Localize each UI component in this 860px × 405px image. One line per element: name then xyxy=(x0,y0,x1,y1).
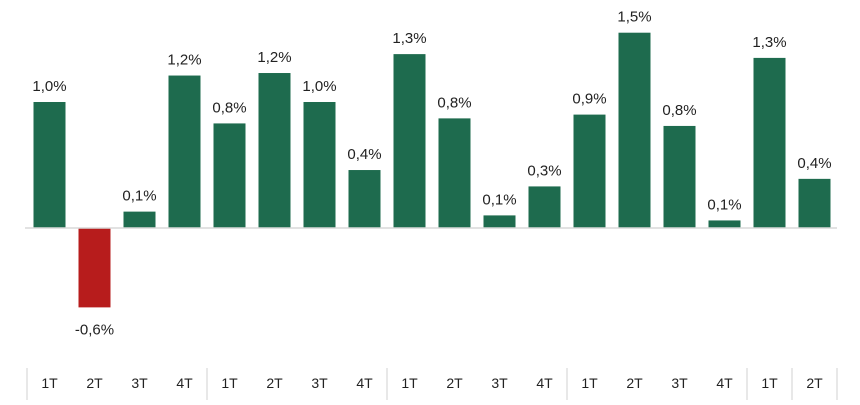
x-tick-label: 4T xyxy=(716,375,733,391)
bar xyxy=(213,123,246,228)
bar xyxy=(123,211,156,228)
bar xyxy=(258,73,291,229)
bar xyxy=(393,54,426,229)
data-label: -0,6% xyxy=(75,321,114,338)
bar xyxy=(438,118,471,228)
bar xyxy=(483,215,516,228)
x-tick-label: 2T xyxy=(626,375,643,391)
data-label: 1,3% xyxy=(752,34,786,51)
data-label: 0,1% xyxy=(122,188,156,205)
x-tick-label: 2T xyxy=(806,375,823,391)
data-label: 0,8% xyxy=(437,94,471,111)
data-label: 0,1% xyxy=(707,196,741,213)
data-label: 1,0% xyxy=(302,78,336,95)
x-tick-label: 1T xyxy=(221,375,238,391)
data-label: 0,3% xyxy=(527,162,561,179)
data-label: 1,2% xyxy=(167,52,201,69)
x-tick-label: 3T xyxy=(671,375,688,391)
data-label: 1,0% xyxy=(32,78,66,95)
data-label: 0,8% xyxy=(212,99,246,116)
bar xyxy=(33,102,66,228)
x-tick-label: 1T xyxy=(761,375,778,391)
bar xyxy=(753,57,786,229)
x-tick-label: 4T xyxy=(356,375,373,391)
data-label: 0,8% xyxy=(662,102,696,119)
bar xyxy=(573,114,606,228)
bar xyxy=(528,186,561,228)
x-tick-label: 3T xyxy=(311,375,328,391)
x-tick-label: 1T xyxy=(581,375,598,391)
data-label: 1,3% xyxy=(392,30,426,47)
data-label: 0,9% xyxy=(572,91,606,108)
x-tick-label: 2T xyxy=(266,375,283,391)
x-tick-label: 2T xyxy=(446,375,463,391)
x-tick-label: 1T xyxy=(401,375,418,391)
x-tick-label: 3T xyxy=(131,375,148,391)
bar xyxy=(798,178,831,228)
x-tick-label: 2T xyxy=(86,375,103,391)
bar xyxy=(78,228,111,308)
bar xyxy=(708,220,741,228)
data-label: 1,2% xyxy=(257,49,291,66)
x-tick-label: 1T xyxy=(41,375,58,391)
bar xyxy=(663,125,696,228)
data-label: 0,4% xyxy=(797,155,831,172)
data-label: 0,4% xyxy=(347,146,381,163)
x-tick-label: 4T xyxy=(176,375,193,391)
data-label: 0,1% xyxy=(482,191,516,208)
bar xyxy=(303,102,336,228)
x-tick-label: 4T xyxy=(536,375,553,391)
bar xyxy=(348,170,381,228)
x-tick-label: 3T xyxy=(491,375,508,391)
bar xyxy=(618,32,651,229)
bar xyxy=(168,75,201,228)
data-label: 1,5% xyxy=(617,9,651,26)
